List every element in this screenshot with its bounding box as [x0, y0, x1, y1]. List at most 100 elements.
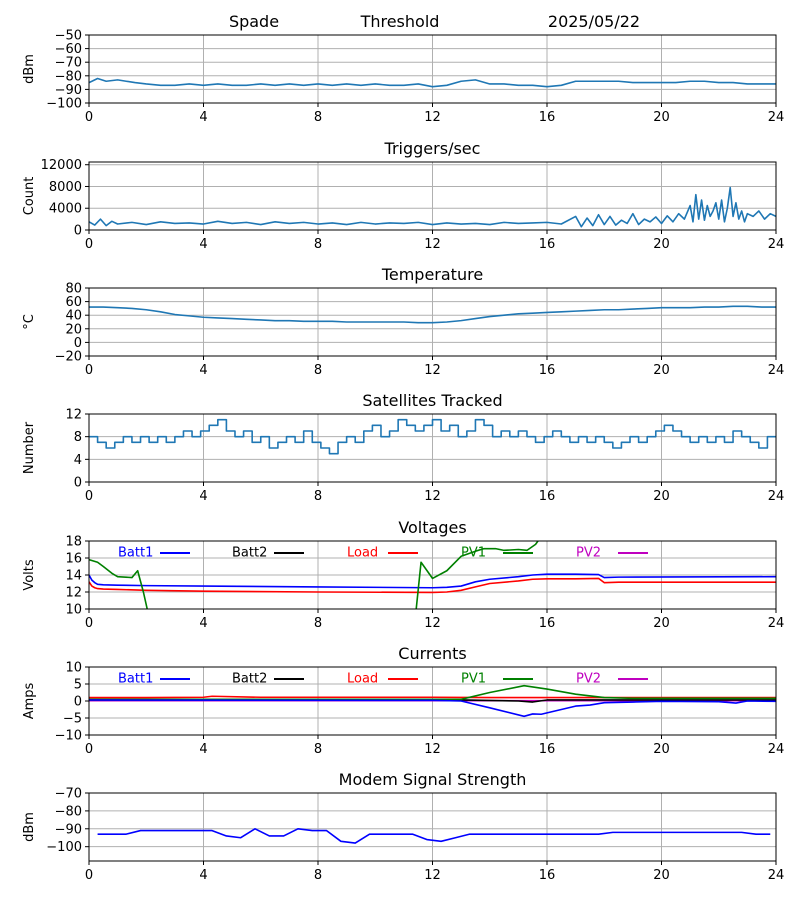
legend-label: Batt2 — [232, 546, 267, 561]
chart-title: Modem Signal Strength — [339, 770, 527, 789]
y-tick-label: −60 — [55, 42, 82, 57]
y-tick-label: −80 — [55, 804, 82, 819]
series-line — [89, 305, 776, 324]
x-tick-label: 4 — [199, 616, 207, 631]
chart-title: Currents — [398, 644, 466, 663]
y-tick-label: −70 — [55, 56, 82, 71]
x-tick-label: 20 — [653, 237, 670, 252]
x-tick-label: 4 — [199, 363, 207, 378]
x-tick-label: 24 — [768, 110, 785, 125]
series-line-batt1 — [89, 699, 776, 718]
y-tick-label: 60 — [65, 295, 82, 310]
y-tick-label: 10 — [65, 603, 82, 618]
x-tick-label: 12 — [424, 616, 441, 631]
x-tick-label: 24 — [768, 363, 785, 378]
legend-label: Load — [347, 672, 378, 687]
x-tick-label: 16 — [539, 363, 556, 378]
x-tick-label: 24 — [768, 237, 785, 252]
y-axis-label: dBm — [22, 812, 37, 842]
series-line-pv1 — [89, 684, 776, 701]
legend-label: PV1 — [461, 672, 486, 687]
series-line — [97, 827, 771, 844]
chart-title: Temperature — [381, 265, 483, 284]
x-tick-label: 16 — [539, 110, 556, 125]
y-tick-label: 8000 — [49, 180, 82, 195]
x-tick-label: 20 — [653, 110, 670, 125]
y-tick-label: 10 — [65, 661, 82, 676]
y-tick-label: −50 — [55, 29, 82, 44]
x-tick-label: 20 — [653, 742, 670, 757]
y-tick-label: 8 — [74, 430, 82, 445]
y-tick-label: 14 — [65, 569, 82, 584]
header-site: Spade — [229, 12, 279, 31]
legend-label: PV1 — [461, 546, 486, 561]
panel-0: 0 4 8 12 16 20 24 −100−90−80−70−60−50 dBm — [22, 29, 784, 126]
y-tick-label: 12 — [65, 586, 82, 601]
x-tick-label: 12 — [424, 489, 441, 504]
y-tick-label: 16 — [65, 552, 82, 567]
series-line-pv1 — [89, 541, 539, 609]
x-tick-label: 0 — [85, 742, 93, 757]
x-tick-label: 12 — [424, 742, 441, 757]
y-tick-label: 0 — [74, 336, 82, 351]
x-tick-label: 0 — [85, 237, 93, 252]
series-line — [89, 186, 776, 228]
x-tick-label: 12 — [424, 363, 441, 378]
y-tick-label: −100 — [46, 840, 82, 855]
y-tick-label: −20 — [55, 350, 82, 365]
x-tick-label: 4 — [199, 110, 207, 125]
y-axis-label: Amps — [22, 682, 37, 719]
y-axis-label: dBm — [22, 54, 37, 84]
x-tick-label: 20 — [653, 489, 670, 504]
header-mode: Threshold — [360, 12, 440, 31]
y-tick-label: 12 — [65, 408, 82, 423]
chart-title: Satellites Tracked — [362, 391, 502, 410]
y-tick-label: −100 — [46, 97, 82, 112]
panel-1: 0 4 8 12 16 20 24 0 4000 8000 12000 Triggers/sec Cou… — [22, 139, 784, 252]
legend-label: Batt2 — [232, 672, 267, 687]
x-tick-label: 0 — [85, 110, 93, 125]
x-tick-label: 20 — [653, 363, 670, 378]
y-tick-label: −90 — [55, 83, 82, 98]
x-tick-label: 20 — [653, 868, 670, 883]
legend-label: Batt1 — [118, 672, 153, 687]
x-tick-label: 8 — [314, 237, 322, 252]
y-tick-label: 5 — [74, 678, 82, 693]
x-tick-label: 16 — [539, 489, 556, 504]
x-tick-label: 0 — [85, 616, 93, 631]
panel-6: 0 4 8 12 16 20 24 −100 −90 −80 −70 Modem Signal Str… — [22, 770, 784, 883]
chart-title: Triggers/sec — [384, 139, 481, 158]
legend-label: PV2 — [576, 672, 601, 687]
x-tick-label: 16 — [539, 616, 556, 631]
x-tick-label: 24 — [768, 868, 785, 883]
panel-4: 0 4 8 12 16 20 24 10 12 14 16 18 Voltages Volts Batt1 B… — [22, 518, 784, 631]
y-tick-label: 12000 — [41, 158, 82, 173]
series-line-batt1 — [89, 573, 776, 589]
y-axis-label: °C — [22, 314, 37, 330]
y-tick-label: −10 — [55, 729, 82, 744]
y-tick-label: 20 — [65, 322, 82, 337]
x-tick-label: 16 — [539, 237, 556, 252]
x-tick-label: 12 — [424, 868, 441, 883]
y-axis-label: Volts — [22, 559, 37, 591]
x-tick-label: 0 — [85, 489, 93, 504]
x-tick-label: 12 — [424, 237, 441, 252]
y-axis-label: Count — [22, 177, 37, 216]
x-tick-label: 20 — [653, 616, 670, 631]
y-axis-label: Number — [22, 421, 37, 474]
y-tick-label: −80 — [55, 69, 82, 84]
x-tick-label: 0 — [85, 868, 93, 883]
x-tick-label: 8 — [314, 489, 322, 504]
legend-label: Batt1 — [118, 546, 153, 561]
x-tick-label: 4 — [199, 742, 207, 757]
x-tick-label: 4 — [199, 237, 207, 252]
y-tick-label: 0 — [74, 476, 82, 491]
y-tick-label: 18 — [65, 535, 82, 550]
x-tick-label: 16 — [539, 742, 556, 757]
x-tick-label: 8 — [314, 363, 322, 378]
y-tick-label: −70 — [55, 787, 82, 802]
panel-3: 0 4 8 12 16 20 24 0 4 8 12 Satellites Tracked Number — [22, 391, 784, 504]
y-tick-label: 0 — [74, 695, 82, 710]
